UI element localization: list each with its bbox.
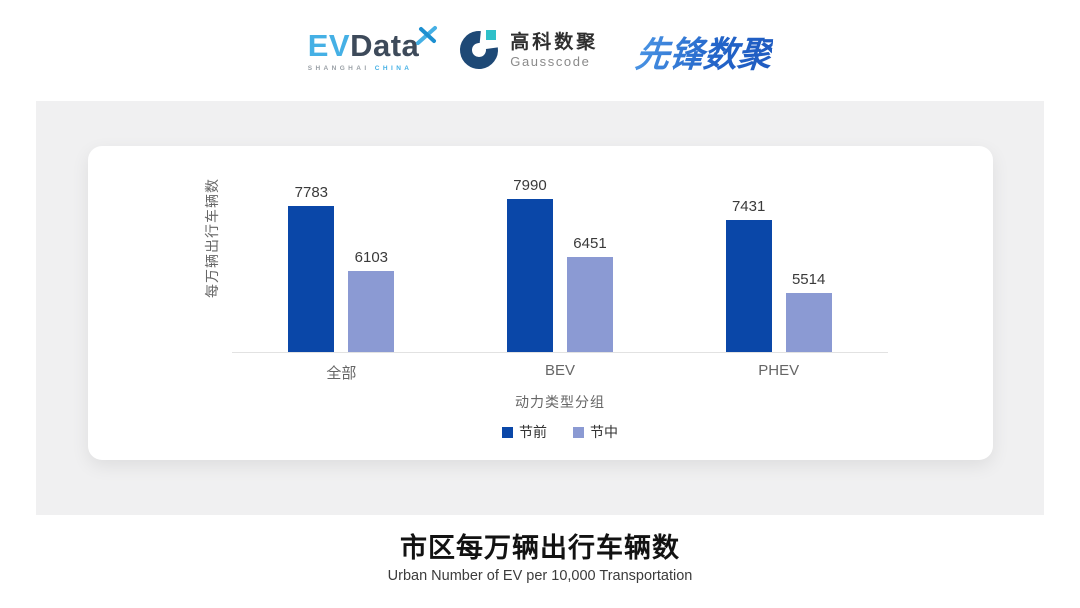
evdata-china-text: CHINA bbox=[374, 65, 413, 72]
bar-节中-PHEV[interactable] bbox=[785, 293, 832, 352]
evdata-wordmark: EVData bbox=[307, 26, 438, 63]
bar-节中-全部[interactable] bbox=[348, 270, 395, 352]
gausscode-text: 高科数聚 Gausscode bbox=[510, 31, 599, 69]
chart-title: 市区每万辆出行车辆数 bbox=[400, 533, 680, 563]
gausscode-en-text: Gausscode bbox=[510, 53, 591, 69]
legend-label: 节中 bbox=[590, 424, 618, 440]
evdata-logo: EVData SHANGHAI CHINA bbox=[307, 26, 438, 72]
gausscode-logo: 高科数聚 Gausscode bbox=[457, 27, 598, 76]
bar-cell: 6103 bbox=[348, 146, 395, 352]
bar-cell: 7783 bbox=[288, 146, 335, 352]
bar-cell: 6451 bbox=[566, 146, 613, 352]
chart-legend: 节前 节中 bbox=[232, 422, 888, 442]
header-logos: EVData SHANGHAI CHINA bbox=[0, 8, 1080, 94]
legend-item-节中[interactable]: 节中 bbox=[573, 422, 618, 442]
bar-value-label: 7431 bbox=[731, 197, 766, 215]
evdata-data-text: Data bbox=[350, 28, 420, 63]
bar-cell: 7990 bbox=[506, 146, 553, 352]
bar-value-label: 6451 bbox=[573, 235, 607, 253]
evdata-subtext: SHANGHAI CHINA bbox=[308, 65, 413, 72]
bar-group-BEV: 7990 6451 bbox=[506, 146, 613, 352]
evdata-shanghai-text: SHANGHAI bbox=[307, 65, 370, 72]
chart-panel: 每万辆出行车辆数 7783 6103 7990 6451 7431 5514 全部 BEV P… bbox=[36, 101, 1044, 515]
category-label-全部: 全部 bbox=[326, 365, 357, 382]
evdata-x-icon bbox=[415, 21, 439, 52]
x-axis-title: 动力类型分组 bbox=[515, 394, 605, 410]
plot-area: 7783 6103 7990 6451 7431 5514 bbox=[232, 146, 888, 353]
bar-group-全部: 7783 6103 bbox=[288, 146, 395, 352]
bar-value-label: 7783 bbox=[294, 184, 329, 202]
bar-cell: 5514 bbox=[785, 146, 832, 352]
gausscode-cn-text: 高科数聚 bbox=[510, 31, 599, 53]
xianfeng-logo: 先锋数聚 bbox=[634, 26, 775, 77]
chart-card: 每万辆出行车辆数 7783 6103 7990 6451 7431 5514 全部 BEV P… bbox=[88, 146, 993, 460]
bar-group-PHEV: 7431 5514 bbox=[725, 146, 832, 352]
bar-节中-BEV[interactable] bbox=[566, 257, 613, 352]
category-row: 全部 BEV PHEV bbox=[232, 354, 888, 383]
gausscode-g-icon bbox=[457, 27, 501, 76]
bar-value-label: 6103 bbox=[354, 248, 389, 266]
category-label-PHEV: PHEV bbox=[758, 362, 800, 379]
legend-swatch bbox=[573, 426, 584, 438]
bar-cell: 7431 bbox=[725, 146, 772, 352]
bar-节前-全部[interactable] bbox=[288, 206, 335, 352]
y-axis-title: 每万辆出行车辆数 bbox=[204, 178, 220, 298]
legend-label: 节前 bbox=[519, 424, 547, 440]
bar-节前-BEV[interactable] bbox=[506, 198, 553, 352]
bar-节前-PHEV[interactable] bbox=[725, 219, 772, 352]
bar-value-label: 5514 bbox=[791, 271, 826, 289]
legend-swatch bbox=[502, 426, 513, 438]
bar-value-label: 7990 bbox=[513, 176, 547, 194]
evdata-ev-text: EV bbox=[307, 28, 351, 63]
category-label-BEV: BEV bbox=[545, 362, 576, 379]
legend-item-节前[interactable]: 节前 bbox=[502, 422, 547, 442]
chart-subtitle: Urban Number of EV per 10,000 Transporta… bbox=[387, 568, 693, 584]
